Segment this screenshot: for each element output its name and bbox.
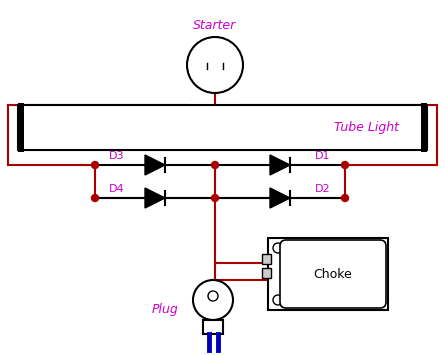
Polygon shape (270, 188, 290, 208)
Text: Choke: Choke (314, 268, 352, 280)
Polygon shape (145, 188, 165, 208)
Bar (18, 103, 24, 152)
Circle shape (193, 280, 233, 320)
Bar (262, 268, 271, 278)
Bar (262, 254, 271, 264)
Bar (203, 320, 223, 334)
Bar (421, 103, 427, 152)
Circle shape (92, 162, 98, 169)
Text: Starter: Starter (194, 19, 237, 32)
Circle shape (373, 295, 383, 305)
Circle shape (341, 162, 348, 169)
Polygon shape (270, 155, 290, 175)
Text: D2: D2 (315, 184, 331, 194)
Text: D3: D3 (109, 151, 125, 161)
Circle shape (273, 243, 283, 253)
Circle shape (373, 243, 383, 253)
Circle shape (187, 37, 243, 93)
Text: Tube Light: Tube Light (335, 120, 400, 133)
Bar (24, 111, 421, 144)
Bar (268, 238, 388, 310)
Text: Plug: Plug (151, 304, 178, 317)
Polygon shape (145, 155, 165, 175)
Circle shape (92, 195, 98, 202)
FancyBboxPatch shape (280, 240, 386, 308)
Circle shape (211, 162, 218, 169)
Text: D4: D4 (109, 184, 125, 194)
Bar (18, 105, 427, 150)
Circle shape (341, 195, 348, 202)
Circle shape (208, 291, 218, 301)
Circle shape (211, 195, 218, 202)
Text: D1: D1 (315, 151, 331, 161)
Circle shape (273, 295, 283, 305)
